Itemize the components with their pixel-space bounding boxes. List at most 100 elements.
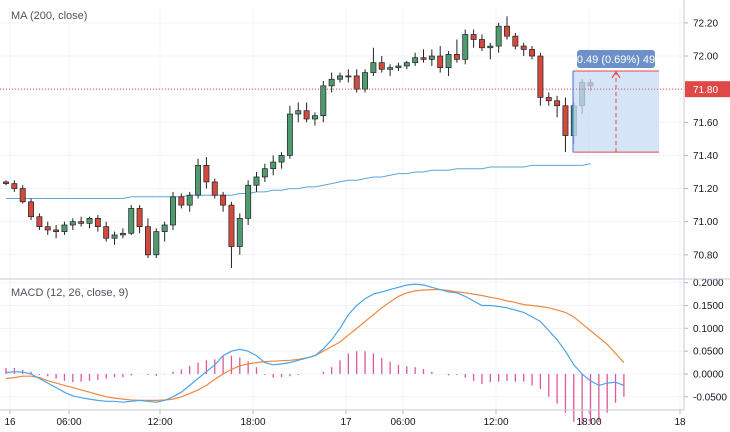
candle-body-down bbox=[78, 221, 85, 224]
candle bbox=[28, 198, 35, 221]
candle-body-up bbox=[86, 218, 93, 224]
candle-body-down bbox=[479, 39, 485, 49]
candle bbox=[295, 102, 302, 123]
candle-body-down bbox=[420, 57, 427, 60]
candle bbox=[562, 97, 569, 153]
candle-body-up bbox=[119, 232, 126, 236]
candle bbox=[3, 180, 9, 186]
candle bbox=[337, 72, 343, 83]
candle bbox=[520, 42, 527, 57]
candle bbox=[286, 105, 293, 159]
candle-body-down bbox=[228, 204, 235, 247]
time-tick-label: 18:00 bbox=[576, 417, 601, 428]
candle-body-up bbox=[495, 25, 502, 47]
candle bbox=[36, 213, 43, 230]
candle bbox=[303, 102, 310, 123]
candle-body-up bbox=[412, 57, 419, 64]
candle bbox=[345, 69, 352, 83]
macd-tick-label: 0.1000 bbox=[693, 324, 724, 335]
price-axis[interactable]: 72.20 72.00 71.80 71.60 71.40 71.20 71.00 70.80… bbox=[684, 18, 730, 261]
candle-body-up bbox=[170, 196, 176, 226]
candle-body-up bbox=[387, 67, 394, 70]
time-axis[interactable]: 16 06:00 12:00 18:00 17 06:00 12:00 18:00 18 bbox=[4, 410, 686, 428]
price-range-measure[interactable]: 0.49 (0.69%) 49 bbox=[572, 50, 659, 153]
price-pane-title: MA (200, close) bbox=[11, 10, 87, 22]
macd-line bbox=[5, 283, 625, 403]
candle bbox=[261, 163, 268, 182]
candle-body-down bbox=[145, 226, 151, 256]
candle-body-up bbox=[111, 234, 118, 239]
candle-body-down bbox=[437, 55, 444, 68]
candle-body-up bbox=[153, 231, 160, 256]
candle-body-down bbox=[512, 35, 519, 47]
candle bbox=[228, 201, 235, 269]
candle-body-down bbox=[554, 100, 561, 107]
macd-pane[interactable]: MACD (12, 26, close, 9) bbox=[5, 283, 625, 425]
candle-body-up bbox=[128, 208, 135, 234]
candle-body-down bbox=[136, 208, 143, 228]
macd-axis[interactable]: 0.2000 0.1500 0.1000 0.0500 0.0000 -0.0500 bbox=[684, 278, 727, 403]
candle bbox=[320, 80, 327, 123]
candle bbox=[94, 215, 101, 232]
candle-body-down bbox=[103, 226, 110, 239]
candle bbox=[278, 152, 285, 169]
candle-body-down bbox=[378, 62, 385, 70]
candle-body-up bbox=[370, 62, 377, 73]
time-tick-label: 16 bbox=[4, 417, 16, 428]
candle bbox=[529, 46, 536, 60]
candle-body-down bbox=[178, 196, 185, 206]
macd-pane-title: MACD (12, 26, close, 9) bbox=[11, 287, 128, 299]
candle-body-down bbox=[36, 216, 43, 228]
candle-body-up bbox=[403, 62, 410, 67]
candle-body-up bbox=[487, 45, 494, 49]
measure-badge-text: 0.49 (0.69%) 49 bbox=[577, 54, 655, 66]
measure-box bbox=[573, 70, 659, 153]
candle bbox=[136, 205, 143, 234]
candle bbox=[312, 112, 318, 126]
ma-line bbox=[6, 163, 591, 199]
price-pane[interactable]: MA (200, close) 0.49 (0.69%) 49 bbox=[0, 10, 684, 269]
candle bbox=[462, 29, 469, 65]
candle bbox=[19, 185, 26, 204]
current-price-badge[interactable]: 71.80 bbox=[685, 81, 730, 98]
candle-body-down bbox=[504, 25, 510, 37]
candle-body-up bbox=[69, 221, 76, 226]
signal-line bbox=[5, 289, 625, 401]
candle bbox=[328, 72, 335, 93]
candle-body-up bbox=[312, 115, 318, 120]
candle bbox=[195, 158, 201, 199]
candle bbox=[69, 218, 76, 230]
candle-body-up bbox=[245, 184, 252, 219]
candle bbox=[395, 62, 402, 71]
candle-body-down bbox=[53, 229, 60, 232]
time-tick-label: 12:00 bbox=[147, 417, 172, 428]
price-tick-label: 71.60 bbox=[693, 118, 718, 129]
candle bbox=[537, 52, 544, 106]
candle bbox=[378, 56, 385, 73]
candle bbox=[245, 180, 252, 225]
time-tick-label: 18:00 bbox=[240, 417, 265, 428]
candle bbox=[428, 49, 435, 66]
candle-body-down bbox=[220, 194, 227, 206]
candle bbox=[119, 228, 126, 239]
candle bbox=[470, 29, 477, 48]
candle-body-down bbox=[94, 218, 101, 228]
candle bbox=[186, 191, 193, 212]
candle-body-up bbox=[395, 65, 402, 68]
candle-body-up bbox=[186, 194, 193, 206]
candle bbox=[11, 180, 18, 192]
candle-body-down bbox=[211, 181, 218, 196]
candle bbox=[270, 155, 277, 176]
candle-body-down bbox=[545, 97, 552, 102]
candle bbox=[236, 213, 243, 255]
candle-body-down bbox=[11, 183, 18, 189]
candle bbox=[420, 49, 427, 63]
candle bbox=[145, 218, 151, 259]
candle-body-up bbox=[345, 75, 352, 78]
candle bbox=[437, 46, 444, 73]
measure-badge[interactable]: 0.49 (0.69%) 49 bbox=[577, 50, 655, 68]
price-tick-label: 71.00 bbox=[693, 217, 718, 228]
candle bbox=[412, 52, 419, 66]
candle bbox=[170, 191, 176, 230]
